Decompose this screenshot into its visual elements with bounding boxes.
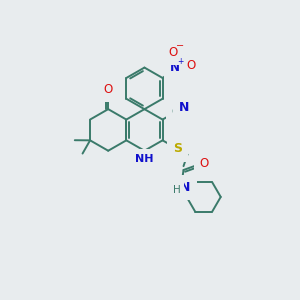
Text: O: O [103, 83, 113, 96]
Text: NH: NH [135, 154, 154, 164]
Text: H: H [173, 185, 181, 195]
Text: N: N [180, 181, 190, 194]
Text: O: O [200, 157, 209, 170]
Text: N: N [179, 101, 189, 114]
Text: N: N [170, 61, 180, 74]
Text: O: O [168, 46, 177, 59]
Text: +: + [177, 56, 184, 65]
Text: C: C [171, 107, 179, 117]
Text: −: − [176, 41, 184, 51]
Text: O: O [187, 59, 196, 72]
Text: S: S [173, 142, 182, 155]
